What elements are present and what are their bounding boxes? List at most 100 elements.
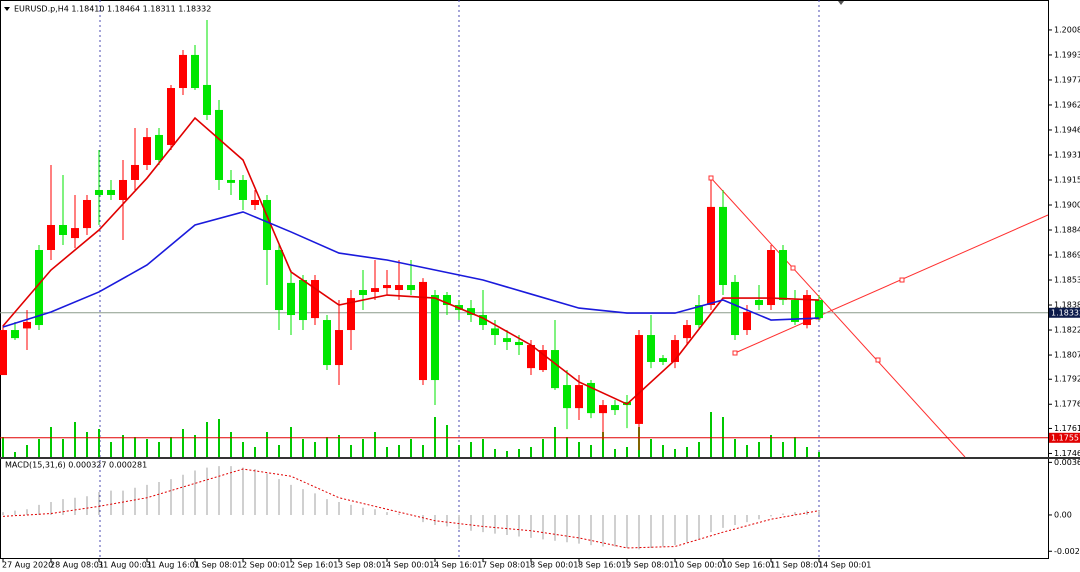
y-tick-label: 1.18225 <box>1054 326 1080 335</box>
y-tick-label: 1.18070 <box>1054 351 1080 360</box>
anchor <box>790 265 796 271</box>
x-tick-label: 3 Sep 08:01 <box>338 561 386 570</box>
x-tick-label: 14 Sep 00:01 <box>818 561 871 570</box>
candle-body <box>71 228 79 239</box>
candle-body <box>371 288 379 292</box>
candle-body <box>35 250 43 326</box>
y-tick-label: 1.17765 <box>1054 400 1080 409</box>
candle-body <box>599 405 607 414</box>
candle-body <box>395 285 403 291</box>
candle-body <box>287 282 295 316</box>
x-tick-label: 8 Sep 16:01 <box>578 561 626 570</box>
candle-body <box>0 330 7 376</box>
candle-body <box>611 405 619 411</box>
candle-body <box>683 325 691 339</box>
y-tick-label: -0.00253 <box>1054 547 1080 556</box>
x-tick-label: 10 Sep 00:01 <box>674 561 727 570</box>
candle-body <box>647 335 655 362</box>
candle-body <box>719 206 727 286</box>
y-tick-label: 1.19620 <box>1054 100 1080 109</box>
x-tick-label: 27 Aug 2020 <box>2 561 53 570</box>
candle-body <box>731 281 739 336</box>
candle-body <box>323 320 331 366</box>
x-tick-label: 8 Sep 00:01 <box>530 561 578 570</box>
candle-body <box>551 350 559 389</box>
x-tick-label: 7 Sep 08:01 <box>482 561 530 570</box>
candle-body <box>635 335 643 424</box>
x-tick-label: 2 Sep 16:01 <box>290 561 338 570</box>
candle-body <box>119 179 127 200</box>
candle-body <box>479 315 487 326</box>
y-tick-label: 1.20085 <box>1054 25 1080 34</box>
candle-body <box>407 285 415 291</box>
candle-body <box>539 350 547 371</box>
y-tick-label: 1.18380 <box>1054 301 1080 310</box>
level-label-box <box>1049 432 1080 443</box>
candle-body <box>791 300 799 322</box>
candle-body <box>515 341 523 346</box>
candle-body <box>191 54 199 89</box>
anchor <box>899 277 905 283</box>
candle-body <box>383 285 391 289</box>
candle-body <box>275 250 283 311</box>
candle-body <box>11 330 19 339</box>
y-tick-label: 1.18690 <box>1054 251 1080 260</box>
candle-body <box>335 330 343 366</box>
level-label: 1.17557 <box>1051 433 1080 442</box>
candle-body <box>347 298 355 331</box>
candle-body <box>131 164 139 180</box>
y-tick-label: 1.19310 <box>1054 150 1080 159</box>
moving-average <box>2 211 820 328</box>
candle-body <box>575 385 583 409</box>
candle-body <box>467 308 475 316</box>
y-tick-label: 1.17615 <box>1054 424 1080 433</box>
candle-body <box>239 179 247 200</box>
candle-body <box>299 280 307 321</box>
plot-frame <box>0 0 1049 559</box>
x-tick-label: 1 Sep 08:01 <box>194 561 242 570</box>
candle-body <box>503 338 511 342</box>
candle-body <box>527 345 535 369</box>
x-tick-label: 4 Sep 00:01 <box>386 561 434 570</box>
anchor <box>875 357 881 363</box>
x-tick-label: 9 Sep 08:01 <box>626 561 674 570</box>
y-tick-label: 1.19930 <box>1054 50 1080 59</box>
bid-label: 1.18332 <box>1051 308 1080 317</box>
candle-body <box>47 224 55 251</box>
moving-average <box>2 116 820 406</box>
candle-body <box>107 189 115 195</box>
shift-marker <box>838 1 844 5</box>
candle-body <box>143 137 151 165</box>
period-separators <box>99 0 820 558</box>
candle-body <box>779 250 787 301</box>
candle-body <box>167 88 175 145</box>
x-tick-label: 2 Sep 00:01 <box>242 561 290 570</box>
candle-body <box>419 281 427 381</box>
anchor <box>708 175 714 181</box>
y-tick-label: 1.18535 <box>1054 276 1080 285</box>
menu-arrow[interactable] <box>4 7 10 11</box>
x-tick-label: 31 Aug 00:01 <box>98 561 152 570</box>
candle-body <box>707 206 715 306</box>
y-tick-label: 1.19465 <box>1054 125 1080 134</box>
candle-body <box>59 224 67 236</box>
candle-body <box>23 321 31 329</box>
x-tick-label: 10 Sep 16:01 <box>722 561 775 570</box>
y-tick-label: 1.18845 <box>1054 226 1080 235</box>
y-tick-label: 0.00 <box>1054 510 1072 519</box>
x-tick-label: 11 Sep 08:01 <box>770 561 823 570</box>
candle-body <box>755 300 763 306</box>
candle-body <box>491 328 499 336</box>
y-tick-label: 1.19775 <box>1054 75 1080 84</box>
candle-body <box>443 295 451 306</box>
candle-body <box>767 250 775 306</box>
candle-body <box>155 134 163 160</box>
y-tick-label: 1.19000 <box>1054 200 1080 209</box>
candle-body <box>359 290 367 296</box>
chart-title: EURUSD.p,H4 1.18410 1.18464 1.18311 1.18… <box>14 5 211 14</box>
candle-body <box>563 385 571 409</box>
y-tick-label: 1.17920 <box>1054 375 1080 384</box>
candle-body <box>587 382 595 414</box>
candle-body <box>743 311 751 331</box>
